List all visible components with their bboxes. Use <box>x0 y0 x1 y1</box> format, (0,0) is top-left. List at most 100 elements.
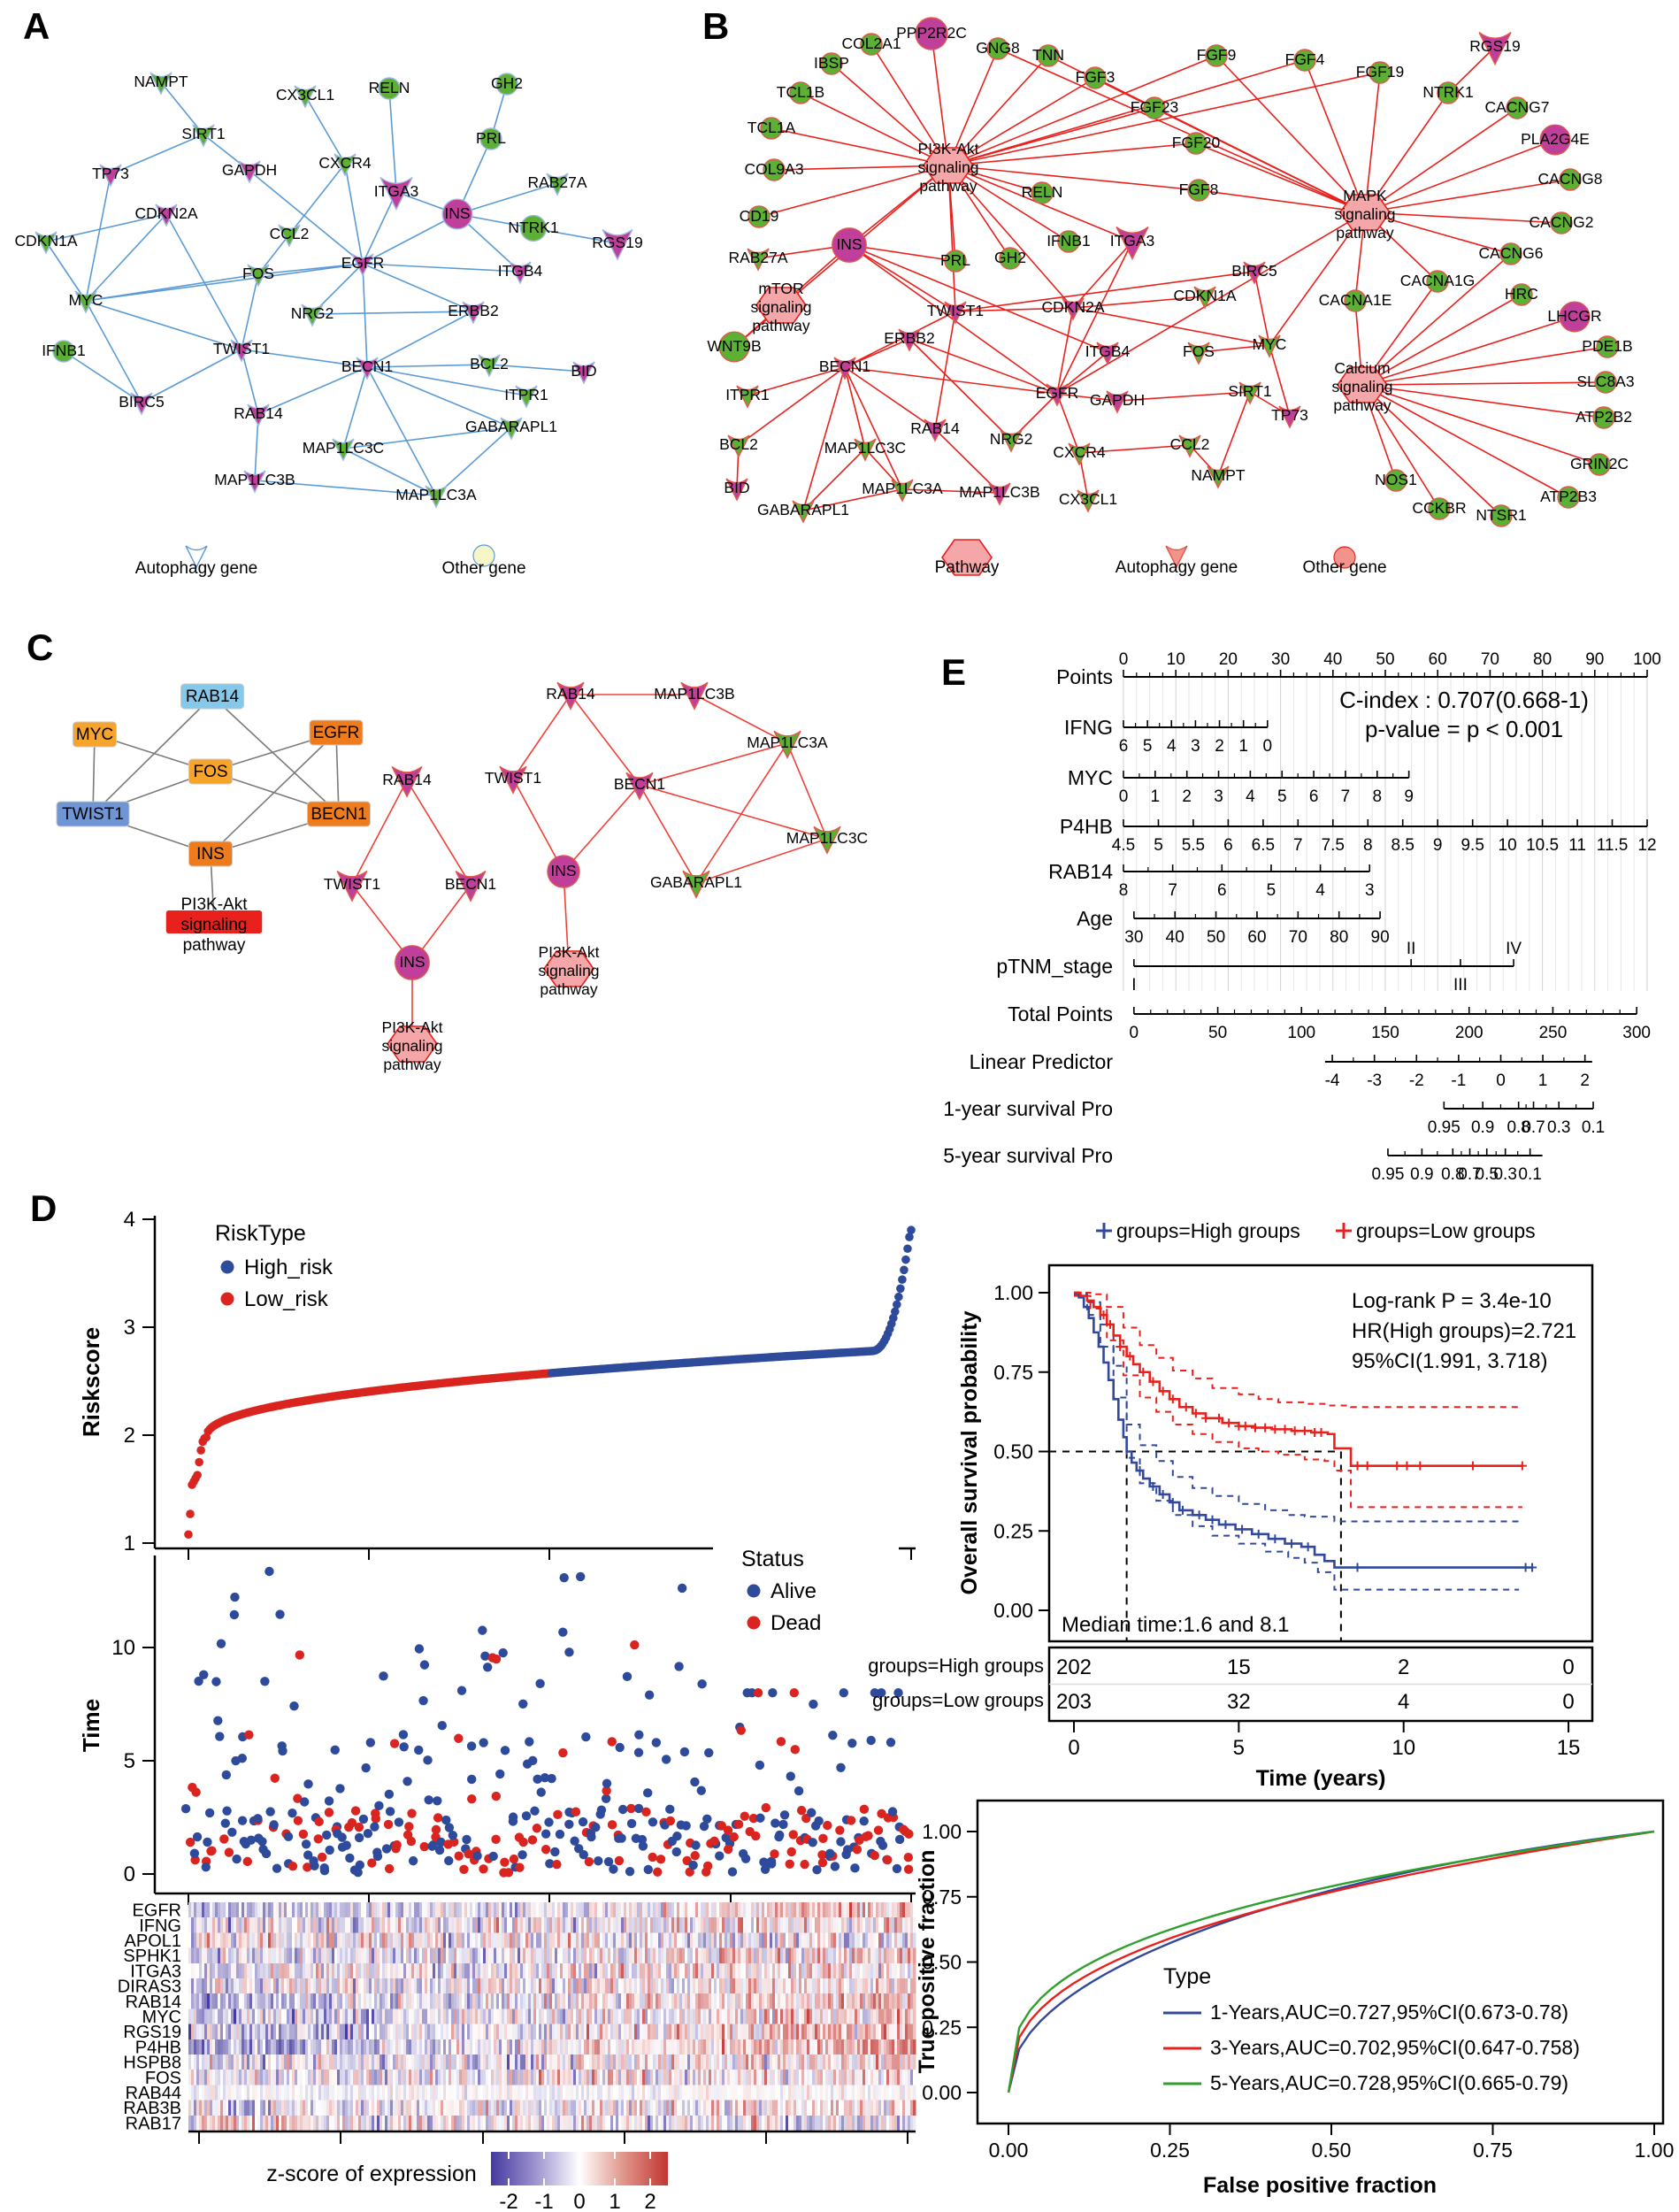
heatmap-cell <box>430 1917 433 1933</box>
heatmap-cell <box>674 2039 678 2055</box>
ticklabel: 100 <box>1287 1024 1315 1042</box>
heatmap-cell <box>724 2055 728 2070</box>
heatmap-cell <box>547 2024 550 2039</box>
heatmap-cell <box>621 1902 625 1918</box>
heatmap-cell <box>406 1902 410 1918</box>
heatmap-cell <box>594 2008 598 2024</box>
heatmap-cell <box>796 2024 800 2039</box>
time-point <box>672 1832 682 1841</box>
heatmap-cell <box>510 2070 513 2085</box>
node-INS-marker <box>547 855 580 888</box>
node-RAB14-marker <box>556 681 585 710</box>
heatmap-cell <box>828 1962 832 1978</box>
node-BECN1-marker <box>455 871 487 902</box>
node-CX3CL1 <box>1077 489 1100 513</box>
heatmap-cell <box>690 2008 694 2024</box>
heatmap-cell <box>518 1978 521 1994</box>
heatmap-cell <box>480 1962 484 1978</box>
heatmap-cell <box>865 1902 869 1918</box>
heatmap-cell <box>637 1947 640 1963</box>
node-PI3K <box>923 147 974 184</box>
heatmap-cell <box>764 2039 768 2055</box>
heatmap-cell <box>740 1978 744 1994</box>
heatmap-cell <box>695 1993 699 2009</box>
heatmap-cell <box>385 1932 388 1948</box>
heatmap-cell <box>849 1902 853 1918</box>
node-RAB14-marker <box>247 403 270 427</box>
heatmap-cell <box>470 1932 473 1948</box>
node-MAP1LC3C <box>854 438 877 462</box>
heatmap-cell <box>706 2039 709 2055</box>
heatmap-cell <box>632 2039 635 2055</box>
heatmap-cell <box>358 1978 362 1994</box>
heatmap-cell <box>709 1947 712 1963</box>
heatmap-cell <box>581 2008 585 2024</box>
heatmap-cell <box>374 1932 378 1948</box>
heatmap-cell <box>448 1917 452 1933</box>
heatmap-cell <box>616 2039 619 2055</box>
heatmap-cell <box>470 1978 473 1994</box>
heatmap-cell <box>417 1978 420 1994</box>
heatmap-cell <box>332 1932 335 1948</box>
heatmap-cell <box>316 2008 319 2024</box>
edge-MAPK-MYC <box>1269 211 1366 346</box>
heatmap-cell <box>783 2008 786 2024</box>
heatmap-cell <box>857 1932 861 1948</box>
heatmap-cell <box>441 2070 444 2085</box>
heatmap-cell <box>544 1993 548 2009</box>
heatmap-cell <box>801 1902 805 1918</box>
node-CXCR4-marker <box>334 153 356 177</box>
ticklabel: 2 <box>1182 787 1192 806</box>
heatmap-cell <box>419 1917 423 1933</box>
heatmap-cell <box>910 1932 914 1948</box>
heatmap-cell <box>594 2070 598 2085</box>
heatmap-cell <box>650 2008 654 2024</box>
heatmap-cell <box>281 1947 285 1963</box>
heatmap-cell <box>908 1993 911 2009</box>
heatmap-cell <box>305 1902 309 1918</box>
time-point <box>830 1862 840 1871</box>
heatmap-cell <box>908 1962 911 1978</box>
time-point <box>790 1745 800 1755</box>
heatmap-cell <box>334 1962 338 1978</box>
heatmap-cell <box>886 2039 890 2055</box>
heatmap-cell <box>515 2055 518 2070</box>
heatmap-cell <box>512 2024 516 2039</box>
edge-TWIST1-BIRC5 <box>954 271 1255 312</box>
heatmap-cell <box>876 2008 879 2024</box>
time-point <box>626 1818 637 1829</box>
heatmap-cell <box>202 2008 205 2024</box>
time-point <box>641 1807 651 1817</box>
heatmap-cell <box>841 1902 845 1918</box>
heatmap-cell <box>308 1947 311 1963</box>
heatmap-cell <box>862 1917 866 1933</box>
heatmap-cell <box>642 1947 646 1963</box>
time-point <box>488 1851 498 1862</box>
heatmap-cell <box>560 1962 564 1978</box>
heatmap-cell <box>454 1993 457 2009</box>
heatmap-cell <box>433 1993 436 2009</box>
heatmap-cell <box>204 2024 208 2039</box>
heatmap-cell <box>653 1932 656 1948</box>
node-label-BCL2: BCL2 <box>719 435 758 453</box>
heatmap-cell <box>329 2024 333 2039</box>
heatmap-cell <box>884 2055 887 2070</box>
heatmap-cell <box>287 1917 290 1933</box>
heatmap-cell <box>823 2024 826 2039</box>
heatmap-cell <box>257 2024 261 2039</box>
ticklabel: 70 <box>1289 928 1307 947</box>
node-label-PI3K-0: PI3K-Akt <box>917 140 978 157</box>
heatmap-cell <box>247 2055 250 2070</box>
heatmap-cell <box>504 1993 508 2009</box>
heatmap-cell <box>724 1917 728 1933</box>
heatmap-cell <box>242 2070 245 2085</box>
node-label-MAP1LC3C: MAP1LC3C <box>303 439 384 457</box>
heatmap-cell <box>518 2055 521 2070</box>
edge-PI3K-TCL1A <box>770 127 949 166</box>
heatmap-cell <box>448 1962 452 1978</box>
node-label-PDE1B: PDE1B <box>1582 337 1632 355</box>
heatmap-cell <box>881 2055 885 2070</box>
heatmap-cell <box>815 2008 818 2024</box>
node-MAPK-marker <box>1339 194 1391 231</box>
heatmap-cell <box>350 1947 354 1963</box>
